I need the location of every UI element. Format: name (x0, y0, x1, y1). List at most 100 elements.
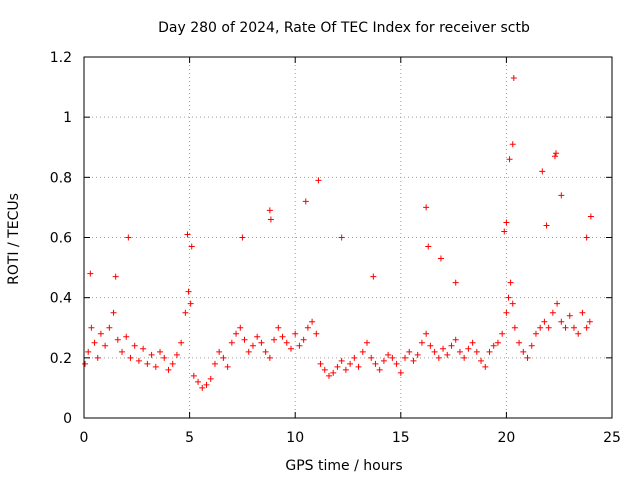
data-point (425, 243, 432, 250)
data-point (207, 375, 214, 382)
data-point (490, 342, 497, 349)
data-point (135, 357, 142, 364)
data-point (190, 372, 197, 379)
data-point (452, 336, 459, 343)
data-point (448, 342, 455, 349)
data-point (127, 354, 134, 361)
x-tick-label: 15 (392, 430, 410, 446)
data-point (317, 360, 324, 367)
data-point (216, 348, 223, 355)
data-point (482, 363, 489, 370)
data-point (88, 324, 95, 331)
data-point (178, 339, 185, 346)
data-point (315, 177, 322, 184)
data-point (239, 234, 246, 241)
data-point (440, 345, 447, 352)
data-point (418, 339, 425, 346)
data-point (554, 300, 561, 307)
data-point (82, 360, 89, 367)
data-point (157, 348, 164, 355)
data-point (543, 222, 550, 229)
data-point (309, 318, 316, 325)
y-tick-label: 0.4 (50, 291, 72, 307)
data-point (528, 342, 535, 349)
data-point (503, 219, 510, 226)
data-point (304, 324, 311, 331)
data-point (469, 339, 476, 346)
data-point (267, 216, 274, 223)
data-point (558, 318, 565, 325)
grid-lines (84, 57, 612, 418)
data-point (586, 318, 593, 325)
data-point (287, 345, 294, 352)
data-point (148, 351, 155, 358)
data-point (140, 345, 147, 352)
data-point (499, 330, 506, 337)
data-point (87, 270, 94, 277)
data-point (224, 363, 231, 370)
data-point (262, 348, 269, 355)
data-point (452, 279, 459, 286)
data-point (351, 354, 358, 361)
data-point (131, 342, 138, 349)
data-point (185, 288, 192, 295)
data-point (184, 231, 191, 238)
x-tick-label: 25 (603, 430, 621, 446)
y-tick-label: 0.8 (50, 170, 72, 186)
data-point (516, 339, 523, 346)
data-point (545, 324, 552, 331)
data-point (195, 378, 202, 385)
data-point (271, 336, 278, 343)
data-point (541, 318, 548, 325)
data-point (296, 342, 303, 349)
data-point (511, 324, 518, 331)
data-point (372, 360, 379, 367)
data-point (241, 336, 248, 343)
data-point (380, 357, 387, 364)
data-point (549, 309, 556, 316)
data-point (188, 243, 195, 250)
data-point (520, 348, 527, 355)
data-point (389, 354, 396, 361)
data-point (385, 351, 392, 358)
data-point (203, 381, 210, 388)
data-point (510, 75, 517, 82)
data-point (321, 366, 328, 373)
data-point (342, 366, 349, 373)
data-point (444, 351, 451, 358)
data-point (114, 336, 121, 343)
data-point (501, 228, 508, 235)
data-point (300, 336, 307, 343)
data-point (152, 363, 159, 370)
data-point (347, 360, 354, 367)
data-point (119, 348, 126, 355)
data-point (165, 366, 172, 373)
data-point (532, 330, 539, 337)
data-point (161, 354, 168, 361)
y-tick-label: 0 (63, 411, 72, 427)
data-point (249, 342, 256, 349)
y-tick-label: 1 (63, 110, 72, 126)
data-point (473, 348, 480, 355)
y-tick-label: 0.2 (50, 351, 72, 367)
data-point (258, 339, 265, 346)
data-point (245, 348, 252, 355)
data-point (173, 351, 180, 358)
data-point (182, 309, 189, 316)
data-point (553, 150, 560, 157)
data-point (376, 366, 383, 373)
data-point (279, 333, 286, 340)
data-point (558, 192, 565, 199)
data-point (570, 324, 577, 331)
data-point (427, 342, 434, 349)
data-point (254, 333, 261, 340)
x-tick-label: 20 (497, 430, 515, 446)
data-point (579, 309, 586, 316)
data-point (423, 330, 430, 337)
data-point (524, 354, 531, 361)
data-point (325, 372, 332, 379)
data-point (423, 204, 430, 211)
data-point (410, 357, 417, 364)
data-point (509, 300, 516, 307)
